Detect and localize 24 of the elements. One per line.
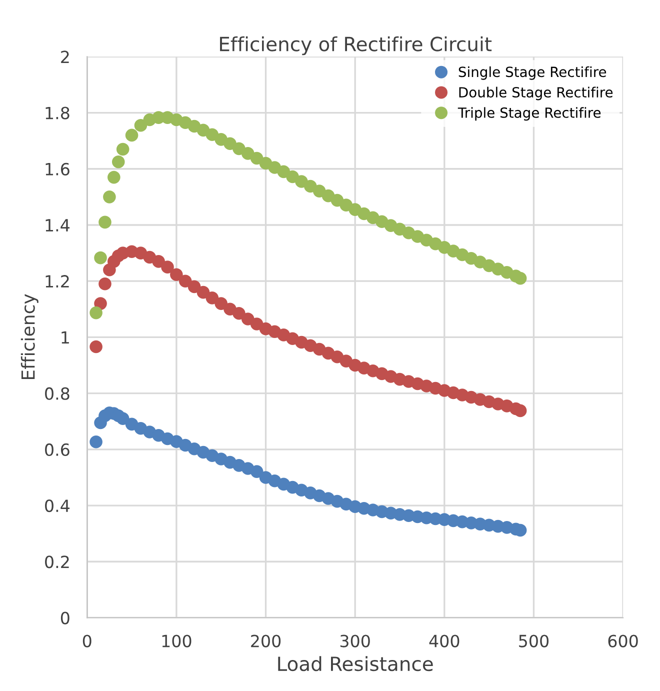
y-tick-label: 1.8 (46, 106, 70, 120)
x-tick-label: 100 (162, 634, 192, 648)
y-tick-label: 0.6 (45, 443, 70, 456)
x-tick-label: 200 (251, 634, 281, 648)
y-tick-label: 0.4 (45, 500, 70, 512)
x-tick-label: 400 (429, 634, 460, 648)
legend-label: Single Stage Rectifire (458, 66, 606, 80)
y-tick-label: 2 (61, 50, 69, 63)
x-tick-label: 500 (519, 634, 549, 648)
x-axis-title: Load Resistance (278, 656, 433, 672)
y-tick-label: 0 (60, 612, 70, 624)
y-tick-label: 0.2 (45, 556, 69, 568)
y-tick-label: 1.4 (46, 219, 70, 232)
y-axis-title: Efficiency (20, 294, 38, 380)
y-tick-label: 0.8 (45, 387, 70, 400)
y-tick-label: 1.6 (46, 162, 70, 176)
legend-label: Double Stage Rectifire (459, 86, 613, 100)
x-tick-label: 600 (608, 634, 638, 648)
chart-title: Efficiency of Rectifire Circuit (220, 36, 492, 56)
y-tick-label: 1 (62, 331, 69, 344)
x-tick-label: 300 (340, 634, 370, 648)
legend-label: Triple Stage Rectifire (458, 107, 601, 121)
x-tick-label: 0 (82, 634, 92, 648)
y-tick-label: 1.2 (46, 275, 69, 288)
